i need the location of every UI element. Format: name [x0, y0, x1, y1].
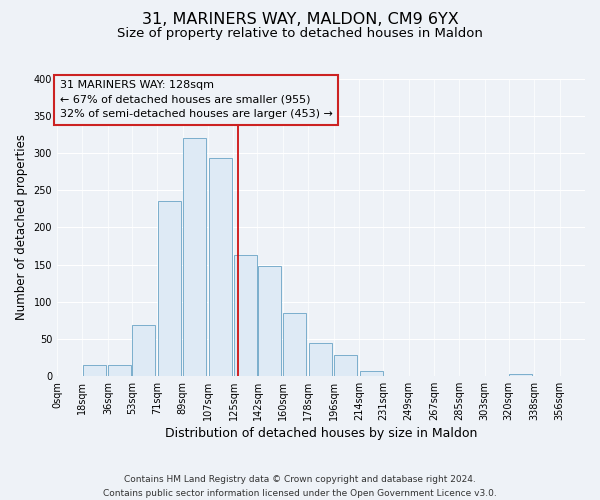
- Bar: [109, 364, 131, 376]
- Bar: [183, 138, 206, 376]
- Bar: [83, 364, 106, 376]
- Bar: [360, 370, 383, 376]
- Text: 31 MARINERS WAY: 128sqm
← 67% of detached houses are smaller (955)
32% of semi-d: 31 MARINERS WAY: 128sqm ← 67% of detache…: [60, 80, 333, 120]
- X-axis label: Distribution of detached houses by size in Maldon: Distribution of detached houses by size …: [165, 427, 477, 440]
- Text: 31, MARINERS WAY, MALDON, CM9 6YX: 31, MARINERS WAY, MALDON, CM9 6YX: [142, 12, 458, 28]
- Bar: [334, 355, 357, 376]
- Text: Contains HM Land Registry data © Crown copyright and database right 2024.
Contai: Contains HM Land Registry data © Crown c…: [103, 476, 497, 498]
- Bar: [258, 266, 281, 376]
- Bar: [283, 312, 307, 376]
- Text: Size of property relative to detached houses in Maldon: Size of property relative to detached ho…: [117, 28, 483, 40]
- Bar: [234, 255, 257, 376]
- Y-axis label: Number of detached properties: Number of detached properties: [15, 134, 28, 320]
- Bar: [158, 202, 181, 376]
- Bar: [133, 326, 155, 376]
- Bar: [209, 158, 232, 376]
- Bar: [309, 343, 332, 376]
- Bar: [509, 374, 532, 376]
